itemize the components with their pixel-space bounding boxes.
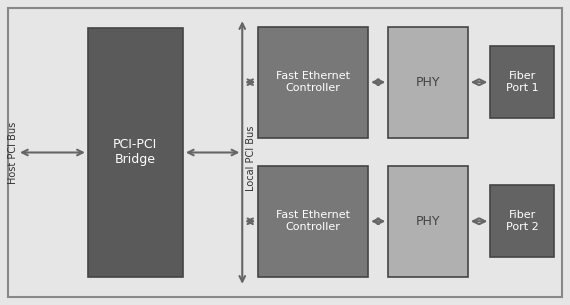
Text: PCI-PCI
Bridge: PCI-PCI Bridge xyxy=(113,138,157,167)
Text: Local PCI Bus: Local PCI Bus xyxy=(246,126,256,191)
Text: Fiber
Port 2: Fiber Port 2 xyxy=(506,210,539,232)
Text: Fiber
Port 1: Fiber Port 1 xyxy=(506,71,539,93)
Bar xyxy=(258,27,368,138)
Text: Host PCI Bus: Host PCI Bus xyxy=(7,121,18,184)
Bar xyxy=(388,27,468,138)
Bar xyxy=(490,185,554,257)
Text: PHY: PHY xyxy=(416,76,440,89)
Text: PHY: PHY xyxy=(416,215,440,228)
Bar xyxy=(388,166,468,277)
Text: Fast Ethernet
Controller: Fast Ethernet Controller xyxy=(276,210,350,232)
Bar xyxy=(490,46,554,118)
Bar xyxy=(258,166,368,277)
Bar xyxy=(88,28,183,277)
Text: Fast Ethernet
Controller: Fast Ethernet Controller xyxy=(276,71,350,93)
